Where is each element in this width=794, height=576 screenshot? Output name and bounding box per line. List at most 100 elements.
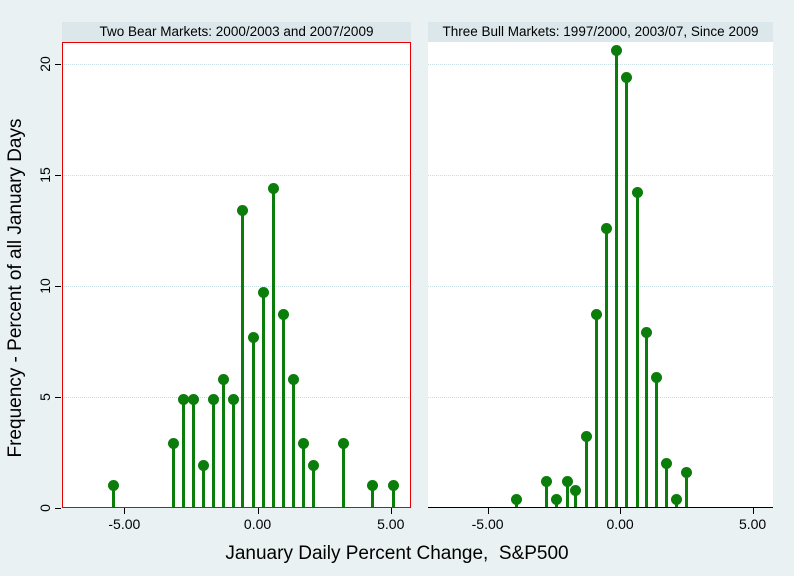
x-tick-label: 5.00 bbox=[377, 516, 405, 532]
stem bbox=[181, 399, 185, 508]
stem-marker bbox=[277, 309, 289, 321]
x-tick-label: -5.00 bbox=[108, 516, 141, 532]
stem-marker bbox=[550, 493, 562, 505]
x-tick-label: 0.00 bbox=[243, 516, 272, 532]
y-gridline bbox=[428, 64, 773, 66]
stem-marker bbox=[570, 484, 582, 496]
y-gridline bbox=[62, 175, 411, 177]
stem bbox=[311, 465, 315, 508]
stem-marker bbox=[268, 182, 280, 194]
stem-marker bbox=[631, 187, 643, 199]
panel-bear-plot: -5.00 0.00 5.00 0 5 10 15 20 bbox=[37, 42, 411, 532]
stem-marker bbox=[307, 460, 319, 472]
y-tick bbox=[55, 508, 61, 509]
y-gridline bbox=[428, 286, 773, 288]
x-tick bbox=[257, 508, 259, 514]
stem bbox=[111, 485, 115, 508]
panel-bear-markets: Two Bear Markets: 2000/2003 and 2007/200… bbox=[37, 22, 411, 532]
stem-marker bbox=[337, 438, 349, 450]
stem bbox=[221, 379, 225, 508]
stem-marker bbox=[651, 371, 663, 383]
stem bbox=[545, 481, 549, 508]
stem bbox=[281, 314, 285, 508]
x-tick bbox=[487, 508, 489, 514]
stem-marker bbox=[247, 331, 259, 343]
stem-marker bbox=[197, 460, 209, 472]
stem bbox=[241, 210, 245, 508]
stem bbox=[171, 443, 175, 508]
x-axis-line bbox=[428, 507, 773, 508]
x-tick-label: 0.00 bbox=[606, 516, 634, 532]
stem bbox=[370, 485, 374, 508]
stem-marker bbox=[107, 480, 119, 492]
stem bbox=[391, 485, 395, 508]
stem-marker bbox=[511, 493, 522, 505]
x-tick bbox=[390, 508, 392, 514]
plot-frame bbox=[62, 42, 411, 508]
panel-bull-markets: Three Bull Markets: 1997/2000, 2003/07, … bbox=[428, 22, 773, 532]
x-tick bbox=[752, 508, 754, 514]
y-tick-label: 5 bbox=[37, 393, 53, 401]
stem-marker bbox=[681, 466, 693, 478]
stem bbox=[685, 472, 689, 508]
y-tick bbox=[55, 64, 61, 66]
stem-marker bbox=[581, 431, 593, 443]
stem bbox=[574, 490, 578, 508]
stem-marker bbox=[227, 393, 239, 405]
panel-bull-title: Three Bull Markets: 1997/2000, 2003/07, … bbox=[428, 22, 773, 42]
stem bbox=[341, 443, 345, 508]
stem bbox=[594, 314, 598, 508]
stem-marker bbox=[366, 480, 378, 492]
y-tick-label: 20 bbox=[37, 56, 53, 72]
stem-marker bbox=[288, 373, 299, 385]
stem-marker bbox=[187, 393, 199, 405]
stem-marker bbox=[621, 72, 633, 83]
stem bbox=[614, 50, 618, 508]
stem bbox=[301, 443, 305, 508]
stem bbox=[272, 188, 276, 508]
stem bbox=[664, 463, 668, 508]
panel-bear-title: Two Bear Markets: 2000/2003 and 2007/200… bbox=[62, 22, 411, 42]
stem bbox=[261, 292, 265, 508]
stem-marker bbox=[601, 222, 613, 234]
stem-marker bbox=[610, 45, 622, 57]
stem bbox=[211, 399, 215, 508]
y-tick-label: 10 bbox=[37, 278, 53, 294]
stem-marker bbox=[660, 458, 672, 470]
stem-marker bbox=[387, 480, 399, 492]
stem-marker bbox=[207, 393, 219, 405]
stem bbox=[191, 399, 195, 508]
stem bbox=[565, 481, 569, 508]
x-tick-label: -5.00 bbox=[471, 516, 504, 532]
stem-marker bbox=[257, 287, 269, 299]
y-gridline bbox=[428, 175, 773, 177]
y-tick bbox=[55, 286, 61, 288]
stem bbox=[201, 465, 205, 508]
stem bbox=[585, 436, 589, 508]
stem bbox=[655, 377, 659, 508]
panel-bull-plot: -5.00 0.00 5.00 bbox=[428, 42, 773, 532]
stem bbox=[292, 379, 295, 508]
y-tick bbox=[55, 175, 61, 177]
stem-marker bbox=[217, 373, 229, 385]
y-gridline bbox=[428, 397, 773, 399]
x-tick-label: 5.00 bbox=[738, 516, 767, 532]
stem bbox=[231, 399, 235, 508]
stem bbox=[635, 192, 639, 508]
y-axis-title: Frequency - Percent of all January Days bbox=[5, 118, 26, 458]
stem-marker bbox=[561, 475, 573, 487]
x-tick bbox=[124, 508, 126, 514]
stem-marker bbox=[671, 493, 683, 505]
stem bbox=[645, 332, 649, 508]
stem-marker bbox=[541, 475, 553, 487]
y-gridline bbox=[62, 286, 411, 288]
stem-marker bbox=[237, 205, 249, 217]
stem-marker bbox=[297, 438, 309, 450]
y-tick bbox=[55, 397, 61, 399]
stem bbox=[251, 337, 255, 508]
stem bbox=[605, 228, 609, 508]
stem-marker bbox=[177, 393, 189, 405]
stem-marker bbox=[590, 309, 602, 321]
y-tick-label: 15 bbox=[37, 167, 53, 183]
